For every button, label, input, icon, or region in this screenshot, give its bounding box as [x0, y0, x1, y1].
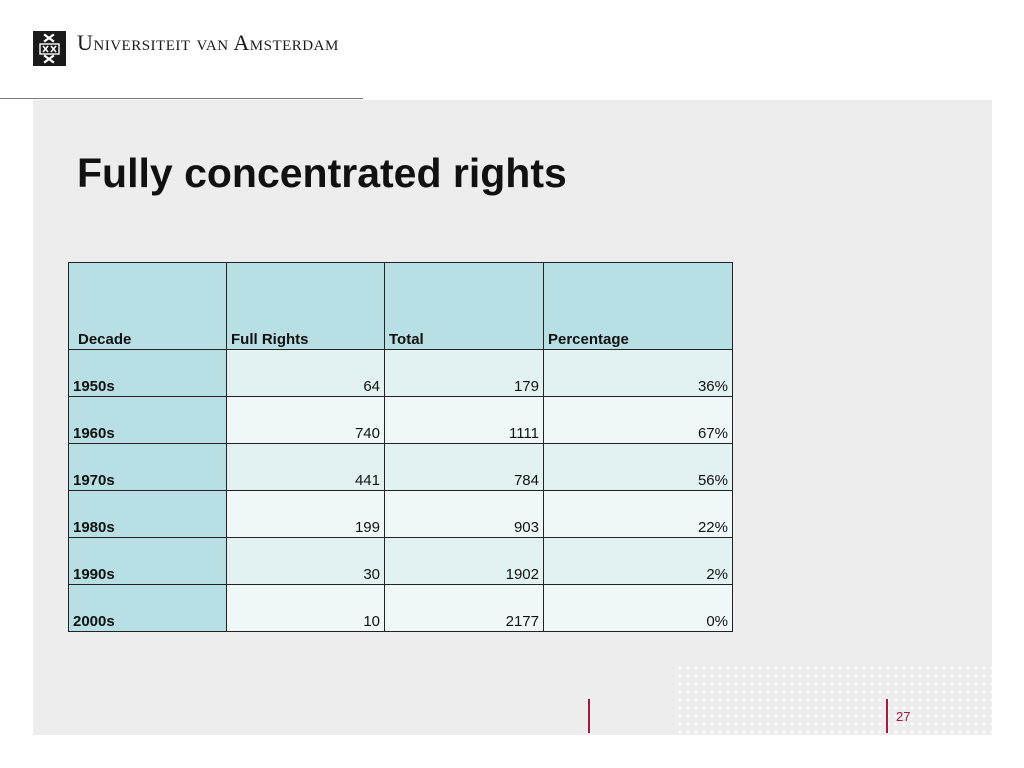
cell-total: 2177 [384, 584, 544, 632]
table-row: 1990s 30 1902 2% [68, 537, 733, 585]
table-row: 1970s 441 784 56% [68, 443, 733, 491]
cell-decade: 1980s [68, 490, 227, 538]
cell-full-rights: 199 [226, 490, 385, 538]
column-header-decade: Decade [68, 262, 227, 350]
university-name: Universiteit van Amsterdam [77, 30, 339, 55]
cell-full-rights: 30 [226, 537, 385, 585]
cell-total: 1111 [384, 396, 544, 444]
cell-decade: 1960s [68, 396, 227, 444]
cell-full-rights: 64 [226, 349, 385, 397]
column-header-full-rights: Full Rights [226, 262, 385, 350]
footer-divider [588, 699, 590, 733]
table-header-row: Decade Full Rights Total Percentage [68, 262, 733, 350]
cell-percentage: 67% [543, 396, 733, 444]
cell-percentage: 56% [543, 443, 733, 491]
cell-percentage: 2% [543, 537, 733, 585]
page-number: 27 [896, 709, 911, 724]
cell-total: 179 [384, 349, 544, 397]
rights-table: Decade Full Rights Total Percentage 1950… [68, 262, 733, 632]
table-row: 1960s 740 1111 67% [68, 396, 733, 444]
cell-total: 1902 [384, 537, 544, 585]
footer-divider [886, 699, 888, 733]
column-header-total: Total [384, 262, 544, 350]
cell-total: 784 [384, 443, 544, 491]
table-row: 1980s 199 903 22% [68, 490, 733, 538]
university-logo-icon [33, 31, 66, 66]
decorative-dot-pattern [676, 664, 992, 735]
cell-full-rights: 441 [226, 443, 385, 491]
cell-percentage: 22% [543, 490, 733, 538]
cell-percentage: 0% [543, 584, 733, 632]
column-header-percentage: Percentage [543, 262, 733, 350]
cell-total: 903 [384, 490, 544, 538]
cell-decade: 1970s [68, 443, 227, 491]
slide-title: Fully concentrated rights [77, 150, 567, 196]
cell-full-rights: 10 [226, 584, 385, 632]
cell-decade: 2000s [68, 584, 227, 632]
table-row: 1950s 64 179 36% [68, 349, 733, 397]
header-divider [0, 98, 363, 99]
table-row: 2000s 10 2177 0% [68, 584, 733, 632]
cell-decade: 1950s [68, 349, 227, 397]
cell-full-rights: 740 [226, 396, 385, 444]
cell-decade: 1990s [68, 537, 227, 585]
cell-percentage: 36% [543, 349, 733, 397]
